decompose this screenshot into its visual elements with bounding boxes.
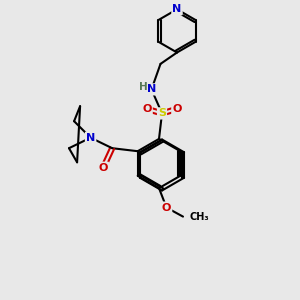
Text: S: S [158, 108, 166, 118]
Text: O: O [172, 104, 182, 114]
Text: O: O [142, 104, 152, 114]
Text: N: N [172, 4, 182, 14]
Text: N: N [147, 84, 156, 94]
Text: N: N [86, 133, 95, 143]
Text: CH₃: CH₃ [190, 212, 209, 222]
Text: O: O [98, 163, 108, 173]
Text: O: O [162, 202, 171, 213]
Text: H: H [139, 82, 148, 92]
